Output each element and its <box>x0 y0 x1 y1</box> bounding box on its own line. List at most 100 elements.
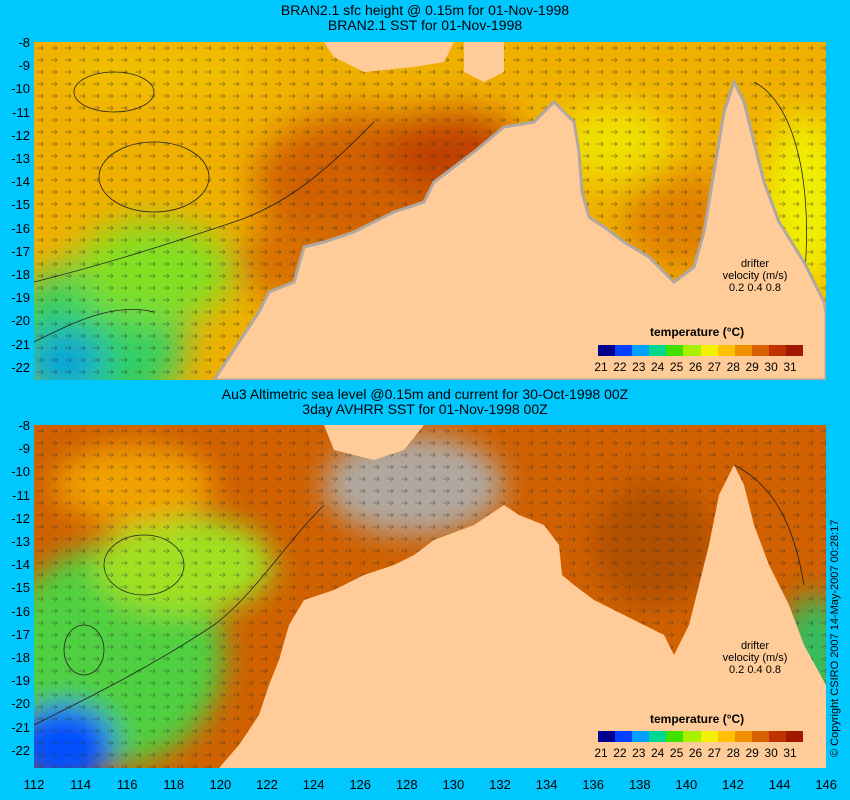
top-legend-title: temperature (°C) <box>650 325 745 339</box>
colorbar-tick-label: 28 <box>726 746 740 760</box>
latitude-label: -12 <box>11 510 30 526</box>
latitude-label: -19 <box>11 290 30 306</box>
colorbar-swatch <box>598 345 616 356</box>
sea-level-contours <box>34 464 805 726</box>
latitude-label: -13 <box>11 151 30 166</box>
colorbar-tick-label: 30 <box>764 360 778 374</box>
drifter-subtitle: velocity (m/s) <box>722 270 788 282</box>
longitude-label: 140 <box>675 777 698 792</box>
drifter-title: drifter <box>740 640 770 652</box>
longitude-label: 126 <box>349 777 372 792</box>
latitude-label: -21 <box>11 336 30 352</box>
latitude-label: -15 <box>11 197 30 213</box>
colorbar-swatch <box>632 345 650 356</box>
latitude-label: -18 <box>11 650 30 665</box>
colorbar-tick-label: 27 <box>707 746 722 760</box>
colorbar-tick-label: 25 <box>669 360 684 374</box>
latitude-label: -14 <box>11 557 30 573</box>
land-islands <box>324 42 504 82</box>
colorbar-tick-label: 26 <box>688 746 703 760</box>
longitude-label: 130 <box>442 777 465 792</box>
colorbar-tick-label: 23 <box>632 360 646 374</box>
latitude-label: -8 <box>18 418 30 433</box>
colorbar-tick-label: 24 <box>651 360 665 374</box>
colorbar-swatch <box>598 731 616 742</box>
latitude-label: -8 <box>18 35 30 50</box>
colorbar-tick-label: 23 <box>632 746 646 760</box>
colorbar-swatch <box>683 345 701 356</box>
colorbar-swatch <box>734 731 753 742</box>
colorbar-swatch <box>785 731 804 742</box>
longitude-label: 118 <box>163 777 185 792</box>
colorbar-tick-label: 29 <box>745 360 759 374</box>
colorbar-swatch <box>615 731 633 742</box>
colorbar-tick-label: 22 <box>613 746 627 760</box>
latitude-label: -14 <box>11 174 30 190</box>
latitude-label: -20 <box>11 696 30 712</box>
drifter-subtitle: velocity (m/s) <box>722 652 788 664</box>
latitude-label: -9 <box>18 441 30 457</box>
land-australia <box>219 465 826 768</box>
colorbar-swatch <box>649 731 667 742</box>
latitude-label: -10 <box>11 464 30 480</box>
colorbar-swatch <box>751 345 770 356</box>
latitude-label: -10 <box>11 81 30 97</box>
colorbar-swatch <box>717 731 736 742</box>
colorbar-swatch <box>666 731 684 742</box>
longitude-label: 136 <box>582 777 605 792</box>
bottom-title-line2: 3day AVHRR SST for 01-Nov-1998 00Z <box>302 401 548 417</box>
drifter-speeds: 0.2 0.4 0.8 <box>729 664 781 676</box>
colorbar-swatch <box>734 345 753 356</box>
sea-level-contours <box>34 71 807 343</box>
latitude-label: -16 <box>11 603 30 619</box>
longitude-label: 128 <box>395 777 418 792</box>
colorbar-tick-label: 24 <box>651 746 665 760</box>
latitude-label: -13 <box>11 534 30 549</box>
longitude-label: 112 <box>23 777 45 792</box>
longitude-label: 116 <box>116 777 138 792</box>
bottom-legend-title: temperature (°C) <box>650 712 745 726</box>
longitude-label: 114 <box>70 777 91 792</box>
latitude-label: -21 <box>11 719 30 735</box>
colorbar-swatch <box>751 731 770 742</box>
top-title-line1: BRAN2.1 sfc height @ 0.15m for 01-Nov-19… <box>280 2 570 18</box>
longitude-label: 122 <box>256 777 278 792</box>
latitude-label: -17 <box>11 626 30 642</box>
colorbar-tick-label: 27 <box>707 360 722 374</box>
longitude-label: 142 <box>722 777 744 792</box>
latitude-label: -17 <box>11 243 30 259</box>
colorbar-tick-label: 22 <box>613 360 627 374</box>
colorbar-tick-label: 29 <box>745 746 759 760</box>
bottom-sst-map <box>34 425 826 768</box>
latitude-label: -16 <box>11 220 30 236</box>
drifter-speeds: 0.2 0.4 0.8 <box>729 282 781 294</box>
colorbar-swatch <box>649 345 667 356</box>
colorbar-tick-label: 31 <box>783 746 797 760</box>
latitude-label: -22 <box>11 359 30 375</box>
colorbar-swatch <box>768 345 787 356</box>
bottom-drifter-key: drifter velocity (m/s) 0.2 0.4 0.8 <box>700 640 810 676</box>
longitude-label: 144 <box>768 777 791 792</box>
copyright-text: © Copyright CSIRO 2007 14-May-2007 00:28… <box>829 519 841 757</box>
latitude-label: -20 <box>11 313 30 329</box>
colorbar-swatch <box>700 731 719 742</box>
colorbar-swatch <box>717 345 736 356</box>
colorbar-swatch <box>768 731 787 742</box>
latitude-label: -22 <box>11 742 30 758</box>
top-map-panel <box>34 42 826 380</box>
top-sst-map <box>34 42 826 380</box>
latitude-label: -12 <box>11 127 30 143</box>
colorbar-tick-label: 21 <box>594 360 608 374</box>
top-title-line2: BRAN2.1 SST for 01-Nov-1998 <box>327 17 523 33</box>
drifter-title: drifter <box>740 258 770 270</box>
colorbar-swatch <box>683 731 701 742</box>
colorbar-swatch <box>700 345 719 356</box>
colorbar-tick-label: 21 <box>594 746 608 760</box>
bottom-title-line1: Au3 Altimetric sea level @0.15m and curr… <box>221 386 629 402</box>
bottom-map-panel <box>34 425 826 768</box>
longitude-label: 120 <box>209 777 232 792</box>
land-islands <box>324 425 424 460</box>
top-drifter-key: drifter velocity (m/s) 0.2 0.4 0.8 <box>700 258 810 294</box>
longitude-label: 146 <box>815 777 838 792</box>
land-australia <box>212 78 826 380</box>
